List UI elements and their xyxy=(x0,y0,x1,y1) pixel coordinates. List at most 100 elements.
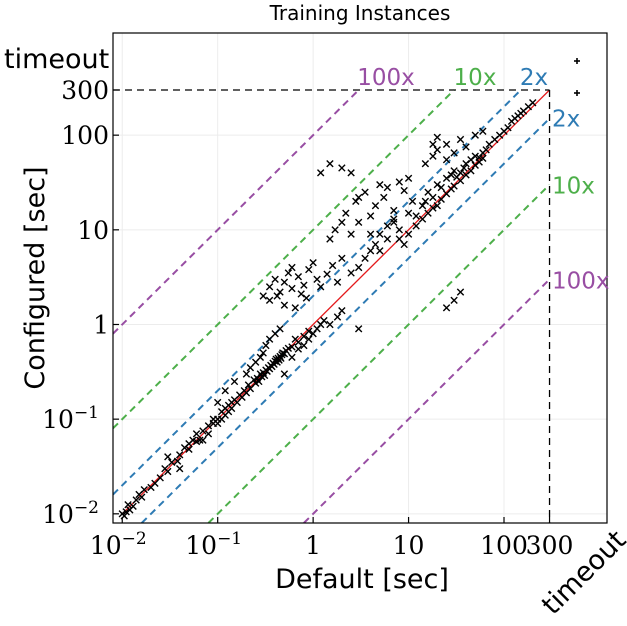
data-point xyxy=(418,201,427,210)
data-point xyxy=(305,265,313,274)
data-point xyxy=(227,398,236,407)
y-tick-label: 10−2 xyxy=(42,498,99,529)
data-point xyxy=(467,167,475,175)
ratio-label-top: 2x xyxy=(520,65,548,91)
data-point xyxy=(276,325,284,333)
data-point xyxy=(471,152,479,160)
x-tick-label: 1 xyxy=(305,531,321,560)
data-point xyxy=(482,146,490,154)
ratio-lines xyxy=(113,89,550,523)
data-point xyxy=(479,127,487,135)
data-point xyxy=(429,193,437,202)
data-point xyxy=(300,281,308,289)
data-point xyxy=(151,479,159,488)
data-point xyxy=(390,215,398,223)
data-point xyxy=(320,316,328,325)
data-point xyxy=(456,135,465,144)
data-point xyxy=(354,193,363,202)
data-point xyxy=(395,178,404,186)
y-tick-label: 1 xyxy=(93,310,109,339)
data-point xyxy=(433,146,441,154)
x-tick-label: 100 xyxy=(480,531,528,560)
data-point xyxy=(156,474,164,482)
ratio-line-below xyxy=(207,183,550,523)
data-point xyxy=(450,182,458,190)
data-point xyxy=(338,218,346,227)
data-point xyxy=(309,258,317,267)
data-point xyxy=(316,283,325,291)
data-point xyxy=(400,240,408,249)
data-point xyxy=(316,169,325,177)
data-point xyxy=(347,169,355,177)
data-point xyxy=(265,283,274,291)
data-point xyxy=(132,496,140,504)
data-point xyxy=(204,422,213,430)
data-point xyxy=(288,343,296,351)
timeout-point xyxy=(574,89,580,96)
y-tick-label: 300 xyxy=(61,76,109,105)
ratio-label-top: 100x xyxy=(357,65,415,91)
timeout-point xyxy=(574,58,580,64)
data-point xyxy=(429,140,437,149)
data-point xyxy=(333,313,342,321)
data-point xyxy=(192,430,201,438)
data-point xyxy=(305,335,313,343)
data-point xyxy=(246,384,255,393)
data-point xyxy=(418,215,427,223)
data-point xyxy=(529,99,537,107)
grid xyxy=(113,33,607,523)
data-point xyxy=(433,180,441,189)
data-point xyxy=(265,296,274,305)
data-point xyxy=(124,500,132,509)
timeout-lines xyxy=(113,89,551,523)
data-point xyxy=(404,174,413,183)
data-point xyxy=(376,230,384,238)
data-point xyxy=(271,275,279,284)
data-point xyxy=(176,464,184,473)
data-point xyxy=(255,377,263,386)
data-point xyxy=(450,149,458,157)
data-point xyxy=(213,398,222,407)
data-point xyxy=(383,183,392,192)
data-point xyxy=(383,235,392,243)
data-point xyxy=(280,370,289,378)
y-tick-label: 100 xyxy=(61,121,109,150)
data-point xyxy=(456,169,465,177)
data-point xyxy=(204,430,213,438)
data-point xyxy=(323,270,331,278)
data-point xyxy=(338,254,346,263)
ratio-label-right: 10x xyxy=(552,174,595,200)
data-point xyxy=(395,226,404,234)
data-point xyxy=(462,143,470,151)
data-point xyxy=(361,254,369,263)
data-point xyxy=(456,288,465,296)
data-point xyxy=(230,377,239,386)
data-point xyxy=(429,152,437,160)
data-point xyxy=(376,180,384,189)
data-point xyxy=(331,226,339,234)
data-point xyxy=(437,195,445,204)
data-point xyxy=(450,167,458,175)
data-point xyxy=(421,159,430,168)
data-point xyxy=(442,156,451,164)
data-point xyxy=(300,341,308,350)
data-point xyxy=(305,327,313,335)
data-point xyxy=(352,197,360,206)
data-point xyxy=(342,209,350,217)
data-point xyxy=(313,275,321,284)
data-point xyxy=(400,186,408,195)
data-point xyxy=(347,230,355,238)
ratio-label-top: 10x xyxy=(454,65,497,91)
data-point xyxy=(294,345,303,353)
data-point xyxy=(412,222,420,230)
data-point xyxy=(390,218,398,227)
data-point xyxy=(288,263,296,272)
data-point xyxy=(262,341,270,350)
data-point xyxy=(284,269,293,277)
data-point xyxy=(450,296,458,305)
x-tick-label: 10−1 xyxy=(185,529,242,560)
data-point xyxy=(288,284,296,293)
data-point xyxy=(442,304,451,312)
